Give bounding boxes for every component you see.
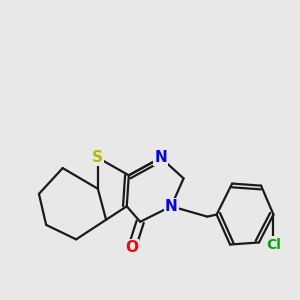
Text: N: N — [154, 150, 167, 165]
Text: O: O — [125, 240, 138, 255]
Text: S: S — [92, 150, 103, 165]
Text: Cl: Cl — [266, 238, 281, 251]
Text: N: N — [165, 199, 178, 214]
